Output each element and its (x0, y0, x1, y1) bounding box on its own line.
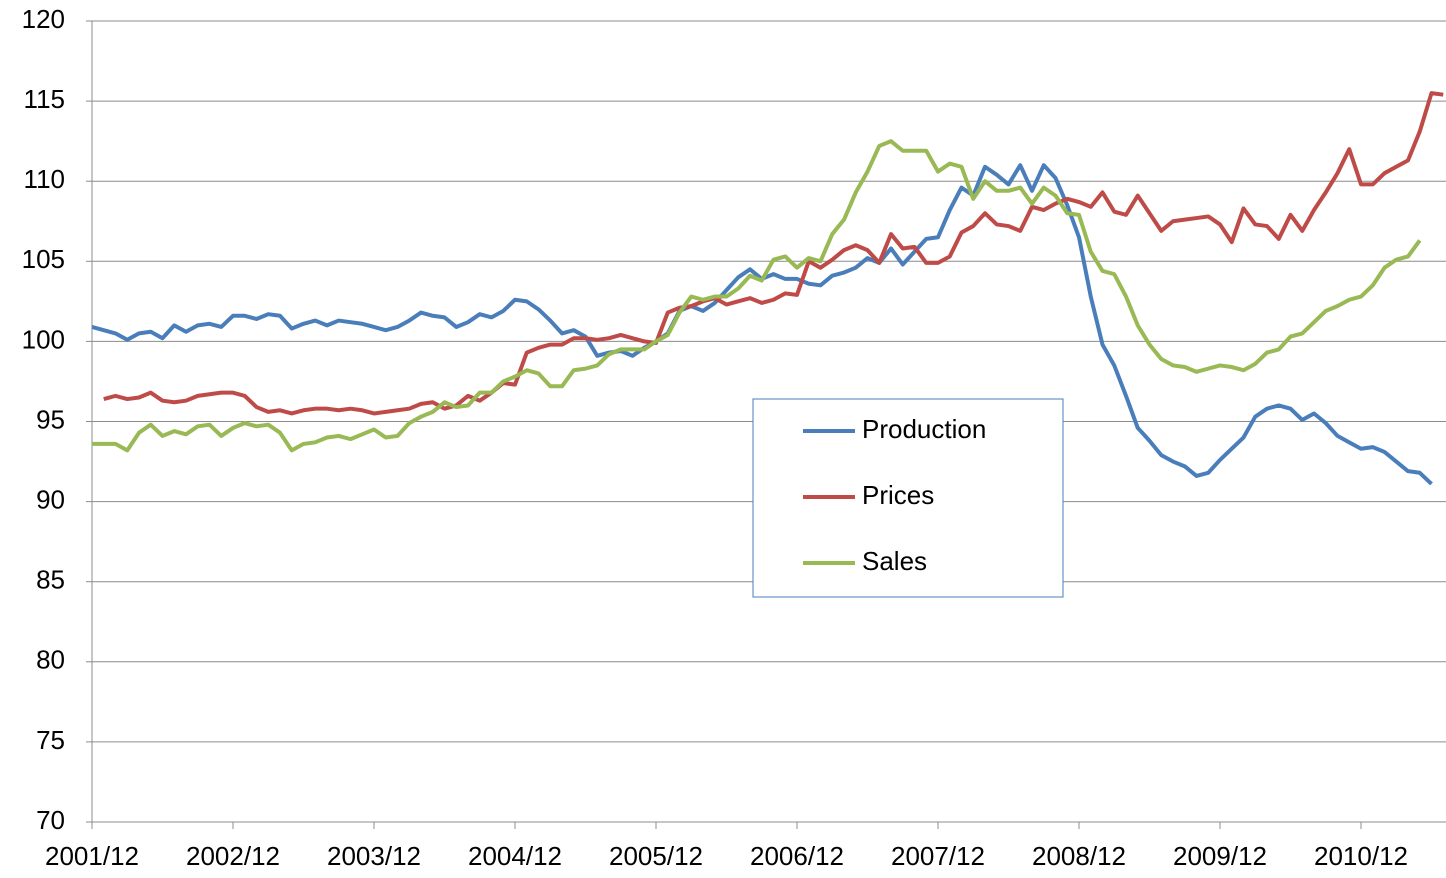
y-tick-label: 110 (24, 164, 65, 194)
y-tick-label: 105 (22, 244, 65, 274)
x-tick-label: 2008/12 (1032, 841, 1126, 871)
y-tick-label: 75 (36, 725, 65, 755)
x-tick-label: 2005/12 (609, 841, 703, 871)
y-tick-label: 85 (36, 565, 65, 595)
y-tick-label: 80 (36, 645, 65, 675)
legend-label: Sales (862, 546, 927, 576)
x-tick-label: 2007/12 (891, 841, 985, 871)
x-tick-label: 2003/12 (327, 841, 421, 871)
y-tick-label: 95 (36, 404, 65, 434)
x-tick-label: 2006/12 (750, 841, 844, 871)
y-tick-label: 70 (36, 805, 65, 835)
x-tick-label: 2001/12 (45, 841, 139, 871)
legend-label: Prices (862, 480, 934, 510)
y-tick-label: 90 (36, 484, 65, 514)
x-tick-label: 2010/12 (1314, 841, 1408, 871)
x-tick-label: 2009/12 (1173, 841, 1267, 871)
x-tick-label: 2002/12 (186, 841, 280, 871)
x-tick-label: 2004/12 (468, 841, 562, 871)
line-series (103, 91, 1444, 416)
y-tick-label: 120 (22, 4, 65, 34)
y-tick-label: 115 (24, 84, 65, 114)
legend-label: Production (862, 414, 986, 444)
line-series (92, 139, 1422, 453)
y-tick-label: 100 (22, 324, 65, 354)
